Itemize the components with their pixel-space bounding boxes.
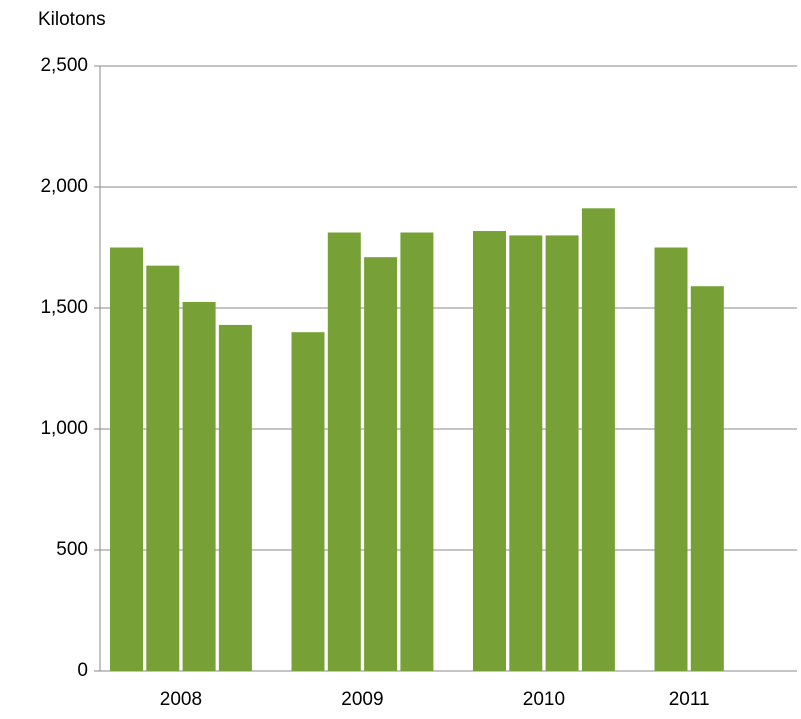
bar bbox=[654, 247, 688, 671]
bar bbox=[473, 231, 506, 671]
bar bbox=[182, 301, 216, 671]
x-tick-label: 2010 bbox=[523, 689, 565, 710]
bar bbox=[581, 208, 615, 671]
x-tick-label: 2008 bbox=[160, 689, 202, 710]
bar bbox=[690, 286, 724, 671]
bar bbox=[218, 324, 252, 671]
y-tick-label: 0 bbox=[77, 660, 88, 681]
bar bbox=[400, 232, 434, 671]
bar bbox=[364, 257, 398, 671]
bar bbox=[327, 232, 361, 671]
y-tick-label: 1,000 bbox=[40, 418, 88, 439]
y-tick-label: 500 bbox=[56, 539, 88, 560]
bar bbox=[509, 235, 543, 671]
y-tick-label: 1,500 bbox=[40, 297, 88, 318]
x-tick-label: 2011 bbox=[669, 689, 710, 710]
bar bbox=[291, 332, 325, 671]
y-tick-label: 2,500 bbox=[40, 55, 88, 76]
bar bbox=[110, 247, 143, 671]
y-axis-label: Kilotons bbox=[38, 9, 106, 30]
bar bbox=[146, 265, 180, 671]
x-tick-label: 2009 bbox=[341, 689, 383, 710]
y-tick-label: 2,000 bbox=[40, 176, 88, 197]
bar bbox=[545, 235, 579, 671]
